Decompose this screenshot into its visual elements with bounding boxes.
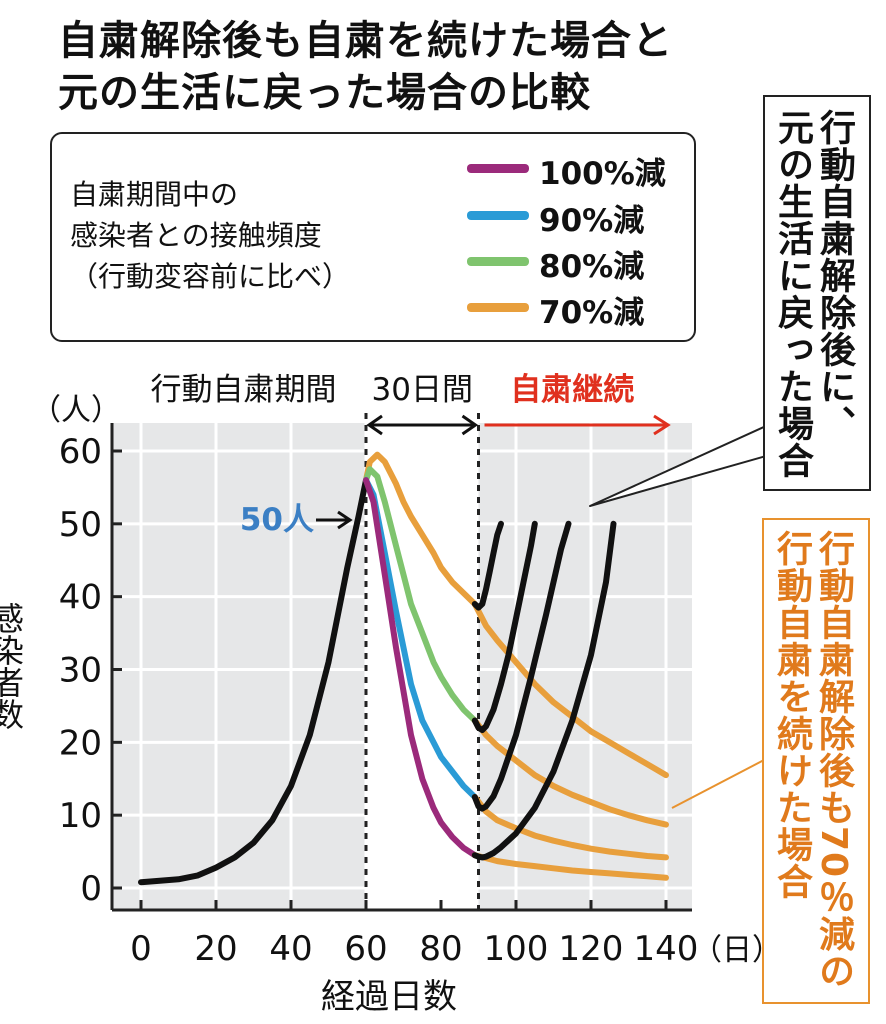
x-tick-label: 0	[130, 929, 152, 969]
y-tick-label: 20	[59, 723, 102, 763]
legend-description: 自粛期間中の 感染者との接触頻度 （行動変容前に比べ）	[70, 174, 350, 297]
legend-swatch-100	[467, 164, 529, 173]
shaded-region-before	[112, 423, 366, 910]
legend-swatch-80	[467, 257, 529, 266]
x-axis-label: 経過日数	[321, 977, 457, 1017]
series-line	[138, 477, 369, 886]
continued-arrow-head	[653, 414, 671, 436]
x-tick-label: 140	[634, 929, 699, 969]
series-line	[363, 451, 478, 607]
series-line	[471, 852, 669, 881]
callout-continue-pointer	[671, 759, 765, 809]
series-line	[471, 520, 504, 611]
series-line	[363, 477, 478, 859]
y-tick-label: 0	[80, 869, 102, 909]
y-tick-label: 10	[59, 796, 102, 836]
y-tick-label: 30	[59, 651, 102, 691]
series-line	[471, 717, 669, 828]
callout-continue-text-1: 行動自粛解除後も70％減の	[813, 530, 854, 990]
y-tick-label: 60	[59, 432, 102, 472]
legend-description-line: 自粛期間中の	[70, 178, 239, 211]
callout-return-text-2: 元の生活に戻った場合	[772, 109, 813, 479]
callout-continue-text-2: 行動自粛を続けた場合	[771, 530, 812, 900]
series-line	[471, 601, 669, 779]
x-tick-label: 20	[194, 929, 237, 969]
x-tick-label: 100	[484, 929, 549, 969]
legend-label-80: 80%減	[539, 249, 645, 285]
chart-title-line-2: 元の生活に戻った場合の比較	[58, 70, 591, 116]
legend-label-100: 100%減	[539, 156, 666, 192]
legend-description-line: （行動変容前に比べ）	[70, 260, 351, 293]
legend-label-70: 70%減	[539, 295, 645, 331]
x-tick-label: 120	[559, 929, 624, 969]
x-tick-label: 40	[269, 929, 312, 969]
y-axis-unit: （人）	[31, 393, 121, 428]
legend-box: 自粛期間中の 感染者との接触頻度 （行動変容前に比べ） 100%減 90%減 8…	[50, 132, 696, 342]
legend-swatch-90	[467, 211, 529, 220]
thirty-days-label: 30日間	[372, 372, 473, 408]
series-line	[471, 794, 669, 861]
series-line	[471, 520, 617, 861]
y-tick-label: 40	[59, 578, 102, 618]
arrow-head-left	[366, 414, 383, 436]
callout-return-to-normal: 行動自粛解除後に、 元の生活に戻った場合	[763, 95, 871, 491]
period-arrows	[366, 414, 671, 436]
annotation-50-people: 50人	[240, 502, 314, 538]
continued-label: 自粛継続	[510, 372, 634, 408]
self-restraint-period-label: 行動自粛期間	[151, 372, 337, 408]
x-tick-label: 60	[344, 929, 387, 969]
chart-title-line-1: 自粛解除後も自粛を続けた場合と	[58, 18, 673, 64]
series-lines	[138, 451, 669, 886]
annotation-arrow-head	[337, 510, 353, 530]
arrow-head-right	[461, 414, 479, 436]
legend-swatch-70	[467, 303, 529, 312]
callout-return-text-1: 行動自粛解除後に、	[814, 109, 855, 442]
legend-description-line: 感染者との接触頻度	[70, 219, 322, 252]
axes: 0 10 20 30 40 50 60 0 20 40 60 80 100 120 140	[59, 423, 699, 969]
series-line	[471, 520, 572, 812]
x-tick-label: 80	[419, 929, 462, 969]
legend-label-90: 90%減	[539, 203, 645, 239]
series-line	[471, 520, 538, 733]
y-tick-label: 50	[59, 505, 102, 545]
callout-continue-restraint: 行動自粛解除後も70％減の 行動自粛を続けた場合	[762, 518, 870, 1004]
y-axis-label: 感染者数	[0, 602, 25, 730]
plot-area	[112, 413, 692, 910]
series-line	[363, 466, 478, 724]
